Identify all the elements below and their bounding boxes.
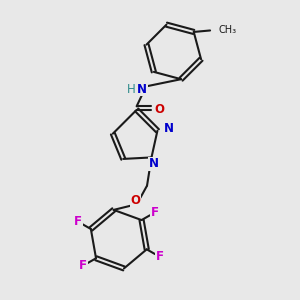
Text: F: F <box>74 215 82 228</box>
Text: N: N <box>164 122 174 135</box>
Text: CH₃: CH₃ <box>218 26 236 35</box>
Text: O: O <box>154 103 164 116</box>
Text: F: F <box>151 206 158 219</box>
Text: F: F <box>79 259 87 272</box>
Text: H: H <box>127 82 136 96</box>
Text: N: N <box>137 82 147 96</box>
Text: N: N <box>149 158 159 170</box>
Text: O: O <box>130 194 140 207</box>
Text: F: F <box>156 250 164 263</box>
